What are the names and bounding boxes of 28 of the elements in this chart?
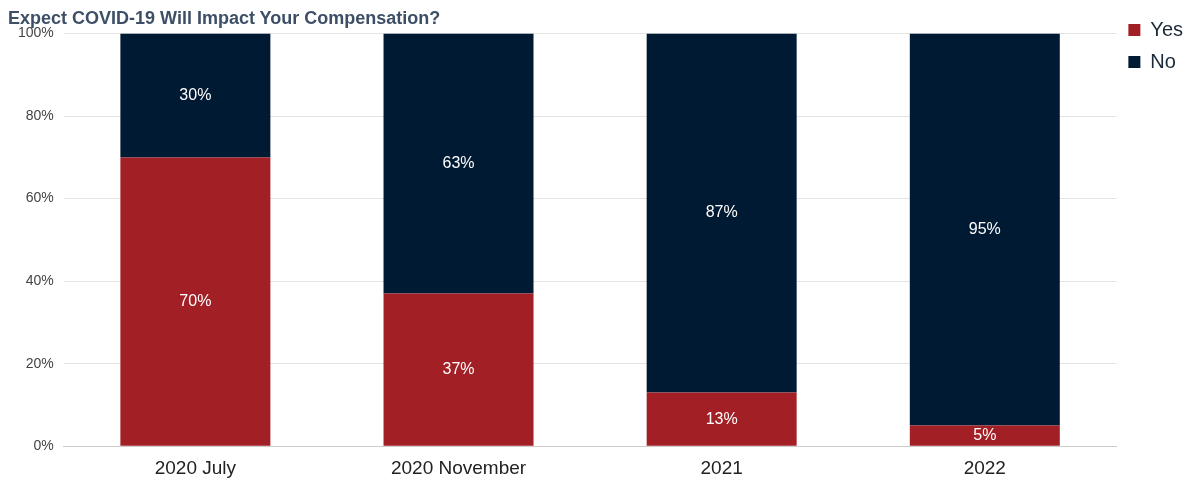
bar (383, 33, 534, 294)
x-tick-label: 2021 (700, 456, 743, 478)
x-tick-label: 2020 November (390, 456, 527, 478)
data-label: 5% (973, 426, 997, 444)
bar (120, 33, 271, 158)
y-tick-label: 80% (25, 106, 54, 123)
bar (909, 33, 1060, 426)
data-label: 70% (179, 291, 212, 309)
y-tick-label: 20% (25, 354, 54, 371)
chart-title: Expect COVID-19 Will Impact Your Compensation? (8, 7, 441, 28)
data-label: 30% (179, 85, 212, 103)
x-tick-label: 2020 July (154, 456, 237, 478)
y-tick-label: 0% (33, 437, 54, 454)
x-tick-label: 2022 (963, 456, 1006, 478)
y-tick-label: 60% (25, 189, 54, 206)
data-label: 63% (442, 153, 475, 171)
legend-label: No (1150, 49, 1176, 72)
data-label: 37% (442, 360, 475, 378)
bar (646, 33, 797, 393)
bar (120, 157, 271, 446)
bar (646, 392, 797, 446)
legend-label: Yes (1150, 17, 1184, 40)
bar (909, 425, 1060, 446)
data-label: 87% (705, 203, 738, 221)
data-label: 13% (705, 409, 738, 427)
y-tick-label: 40% (25, 272, 54, 289)
bar (383, 293, 534, 446)
data-label: 95% (968, 219, 1001, 237)
